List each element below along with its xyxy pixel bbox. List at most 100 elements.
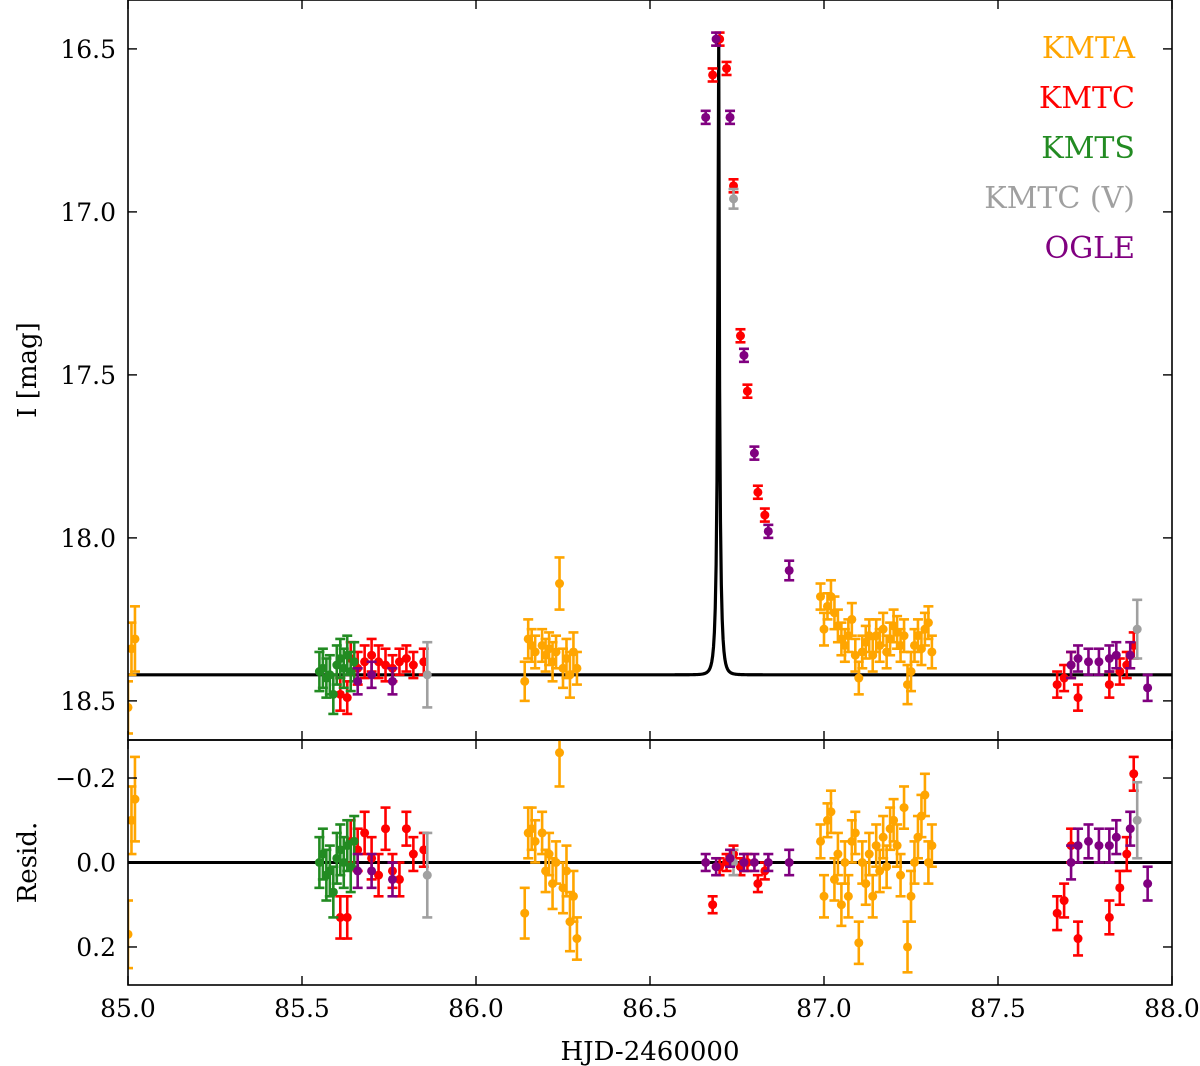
data-point — [128, 702, 133, 712]
data-point — [1052, 908, 1062, 918]
data-point — [572, 663, 582, 673]
data-point — [1104, 680, 1114, 690]
residual-y-axis-label: Resid. — [13, 822, 43, 904]
data-point — [1083, 836, 1093, 846]
data-point — [568, 891, 578, 901]
series-ogle — [352, 31, 1153, 703]
data-point — [374, 870, 384, 880]
data-point — [1073, 934, 1083, 944]
data-point — [342, 693, 352, 703]
data-point — [868, 891, 878, 901]
data-point — [1073, 654, 1083, 664]
data-point — [854, 673, 864, 683]
data-point — [739, 350, 749, 360]
data-point — [367, 650, 377, 660]
data-point — [408, 660, 418, 670]
data-point — [850, 650, 860, 660]
data-point — [701, 858, 711, 867]
data-point — [530, 647, 540, 657]
data-point — [401, 654, 411, 664]
data-point — [753, 487, 763, 497]
x-tick-label: 87.0 — [796, 994, 852, 1023]
data-point — [394, 874, 404, 884]
data-point — [903, 942, 913, 952]
data-point — [1059, 896, 1069, 906]
data-point — [784, 858, 794, 867]
data-point — [725, 112, 735, 122]
data-point — [387, 676, 397, 686]
data-point — [1129, 769, 1139, 779]
data-point — [1132, 815, 1142, 825]
data-point — [875, 866, 885, 876]
data-point — [760, 510, 770, 520]
data-point — [708, 70, 718, 80]
data-point — [1115, 883, 1125, 893]
data-point — [544, 849, 554, 859]
data-point — [1104, 912, 1114, 922]
data-point — [749, 448, 759, 458]
data-point — [1083, 657, 1093, 667]
data-point — [819, 891, 829, 901]
data-point — [1125, 650, 1135, 660]
model-curve — [128, 37, 1172, 677]
data-point — [130, 634, 140, 644]
data-point — [367, 670, 377, 680]
data-point — [1073, 841, 1083, 851]
y-tick-label: 18.5 — [60, 687, 116, 716]
series-ogle — [352, 810, 1153, 902]
x-tick-label: 87.5 — [970, 994, 1026, 1023]
y-tick-label: 17.0 — [60, 198, 116, 227]
data-point — [1143, 683, 1153, 693]
x-tick-label: 86.5 — [622, 994, 678, 1023]
data-point — [360, 828, 370, 838]
panel-frame — [127, 0, 1173, 741]
data-point — [422, 870, 432, 880]
data-point — [892, 841, 902, 851]
data-point — [1143, 879, 1153, 889]
data-point — [1073, 693, 1083, 703]
main-panel: 16.5 17.0 17.5 18.0 18.5 — [60, 0, 1173, 741]
data-point — [725, 853, 735, 863]
plot-area — [128, 740, 1172, 974]
legend: KMTA KMTC KMTS KMTC (V) OGLE — [984, 31, 1135, 266]
data-point — [722, 63, 732, 73]
data-point — [1059, 673, 1069, 683]
data-point — [896, 870, 906, 880]
data-point — [927, 647, 937, 657]
data-point — [833, 849, 843, 859]
data-point — [829, 874, 839, 884]
data-point — [349, 657, 359, 667]
series-kmta — [128, 556, 937, 735]
data-point — [130, 794, 140, 804]
data-point — [408, 849, 418, 859]
data-point — [394, 657, 404, 667]
data-point — [353, 676, 363, 686]
data-point — [763, 526, 773, 536]
x-tick-label: 85.5 — [274, 994, 330, 1023]
data-point — [763, 858, 773, 867]
plot-area — [128, 31, 1172, 735]
data-point — [1104, 654, 1114, 664]
data-point — [561, 866, 571, 876]
data-point — [387, 874, 397, 884]
data-point — [422, 670, 432, 680]
data-point — [878, 832, 888, 842]
data-point — [735, 331, 745, 341]
data-point — [335, 912, 345, 922]
data-point — [520, 908, 530, 918]
data-point — [555, 579, 565, 589]
y-tick-label: 18.0 — [60, 524, 116, 553]
data-point — [836, 900, 846, 910]
series-kmtc — [335, 31, 1139, 716]
x-tick-label: 88.0 — [1144, 994, 1200, 1023]
data-point — [711, 862, 721, 872]
legend-entry: KMTS — [1041, 131, 1135, 166]
series-kmts — [314, 814, 360, 919]
data-point — [1094, 657, 1104, 667]
series-kmtc-v — [422, 780, 1143, 919]
data-point — [335, 689, 345, 699]
data-point — [381, 824, 391, 834]
data-point — [572, 934, 582, 944]
data-point — [906, 667, 916, 677]
data-point — [864, 849, 874, 859]
